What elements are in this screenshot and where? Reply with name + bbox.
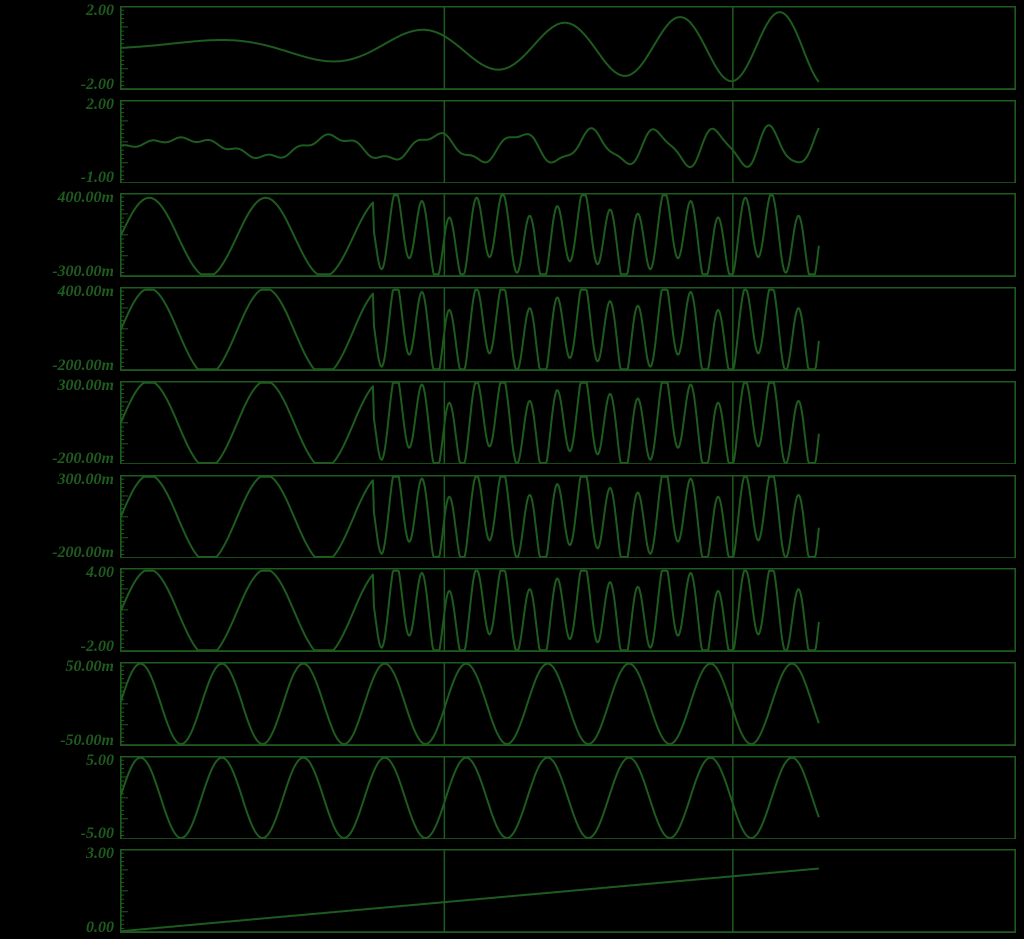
y-top-label: 5.00	[86, 752, 114, 770]
y-top-label: 2.00	[86, 2, 114, 20]
y-top-label: 4.00	[86, 564, 114, 582]
scope-panel-p9: 5.00-5.00	[0, 756, 1024, 840]
plot-area	[120, 662, 1016, 746]
waveform-trace	[120, 196, 819, 275]
plot-area	[120, 475, 1016, 559]
y-top-label: 3.00	[86, 845, 114, 863]
waveform-trace	[120, 476, 819, 556]
y-bot-label: -200.00m	[52, 357, 114, 375]
scope-panel-p6: 300.00m-200.00m	[0, 475, 1024, 559]
waveform-trace	[120, 757, 819, 837]
scope-panel-p7: 4.00-2.00	[0, 568, 1024, 652]
y-top-label: 2.00	[86, 96, 114, 114]
plot-area	[120, 849, 1016, 933]
y-bot-label: -5.00	[81, 825, 114, 843]
y-top-label: 400.00m	[58, 283, 114, 301]
waveform-trace	[120, 571, 819, 650]
plot-area	[120, 756, 1016, 840]
y-bot-label: -200.00m	[52, 544, 114, 562]
waveform-trace	[120, 12, 819, 82]
y-top-label: 50.00m	[66, 658, 114, 676]
waveform-trace	[120, 664, 819, 744]
y-top-label: 300.00m	[58, 471, 114, 489]
y-bot-label: -300.00m	[52, 263, 114, 281]
y-bot-label: -200.00m	[52, 450, 114, 468]
scope-panel-p4: 400.00m-200.00m	[0, 287, 1024, 371]
plot-area	[120, 381, 1016, 465]
scope-panel-p5: 300.00m-200.00m	[0, 381, 1024, 465]
scope-panel-p1: 2.00-2.00	[0, 6, 1024, 90]
y-top-label: 300.00m	[58, 377, 114, 395]
waveform-trace	[120, 125, 819, 167]
plot-area	[120, 193, 1016, 277]
y-bot-label: 0.00	[86, 919, 114, 937]
y-bot-label: -50.00m	[60, 732, 114, 750]
scope-panel-p2: 2.00-1.00	[0, 100, 1024, 184]
y-bot-label: -1.00	[81, 169, 114, 187]
oscilloscope-multichannel: 2.00-2.002.00-1.00400.00m-300.00m400.00m…	[0, 0, 1024, 939]
waveform-trace	[120, 869, 819, 932]
scope-panel-p3: 400.00m-300.00m	[0, 193, 1024, 277]
scope-panel-p8: 50.00m-50.00m	[0, 662, 1024, 746]
y-bot-label: -2.00	[81, 638, 114, 656]
waveform-trace	[120, 382, 819, 462]
plot-area	[120, 287, 1016, 371]
plot-area	[120, 6, 1016, 90]
plot-area	[120, 568, 1016, 652]
plot-area	[120, 100, 1016, 184]
waveform-trace	[120, 290, 819, 369]
scope-panel-p10: 3.000.00	[0, 849, 1024, 933]
y-bot-label: -2.00	[81, 76, 114, 94]
y-top-label: 400.00m	[58, 189, 114, 207]
